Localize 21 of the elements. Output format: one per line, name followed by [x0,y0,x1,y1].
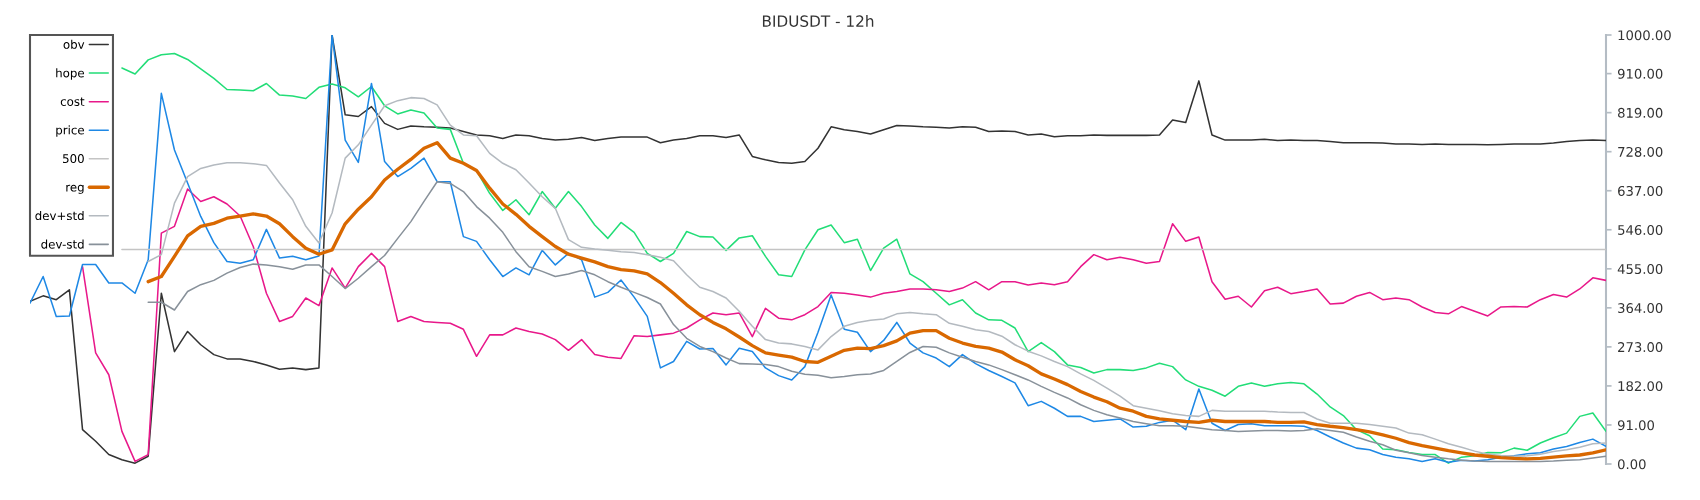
y-tick-label: 637.00 [1618,185,1663,196]
y-tick-label: 455.00 [1617,264,1663,275]
y-tick-label: 728.00 [1618,146,1663,157]
y-tick-label: 1000.00 [1618,30,1671,41]
legend-label: hope [56,68,84,80]
y-tick-label: 91.00 [1617,420,1655,431]
y-tick-label: 910.00 [1617,68,1663,79]
legend-label: reg [66,184,84,194]
y-tick-label: 546.00 [1618,224,1663,235]
legend-label: price [56,125,84,137]
y-tick-label: 364.00 [1618,303,1663,314]
y-tick-label: 273.00 [1618,342,1663,353]
legend-label: dev-std [41,239,84,249]
legend-label: 500 [63,154,84,164]
y-tick-label: 819.00 [1618,107,1663,118]
legend-label: cost [60,97,85,106]
legend-label: obv [63,39,85,49]
y-tick-label: 182.00 [1618,381,1663,392]
legend-label: dev+std [35,210,84,221]
chart-title: BIDUSDT - 12h [762,15,874,27]
y-tick-label: 0.00 [1617,459,1646,470]
